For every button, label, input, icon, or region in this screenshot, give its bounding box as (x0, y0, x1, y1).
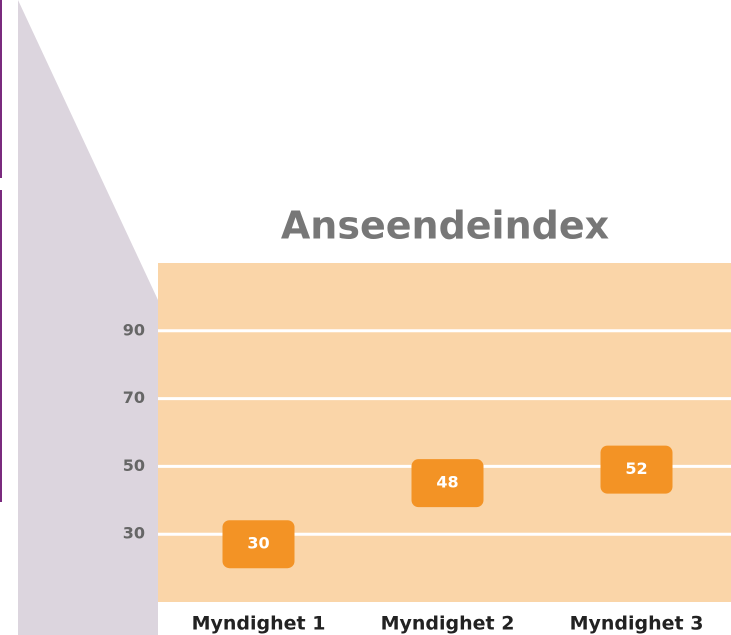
value-box (600, 445, 673, 494)
y-tick-label: 30 (123, 524, 145, 543)
value-box (222, 520, 295, 569)
side-line (0, 0, 2, 178)
value-box (411, 459, 484, 508)
y-tick-label: 90 (123, 320, 145, 339)
y-tick-label: 50 (123, 456, 145, 475)
x-tick-label: Myndighet 3 (570, 613, 704, 635)
y-tick-label: 70 (123, 388, 145, 407)
side-line (0, 190, 2, 502)
x-tick-label: Myndighet 1 (192, 613, 326, 635)
data-label: 30 (247, 534, 269, 553)
chart-title: Anseendeindex (281, 204, 609, 248)
side-decoration (18, 0, 158, 635)
data-label: 52 (625, 459, 647, 478)
x-tick-label: Myndighet 2 (381, 613, 515, 635)
data-label: 48 (436, 473, 458, 492)
